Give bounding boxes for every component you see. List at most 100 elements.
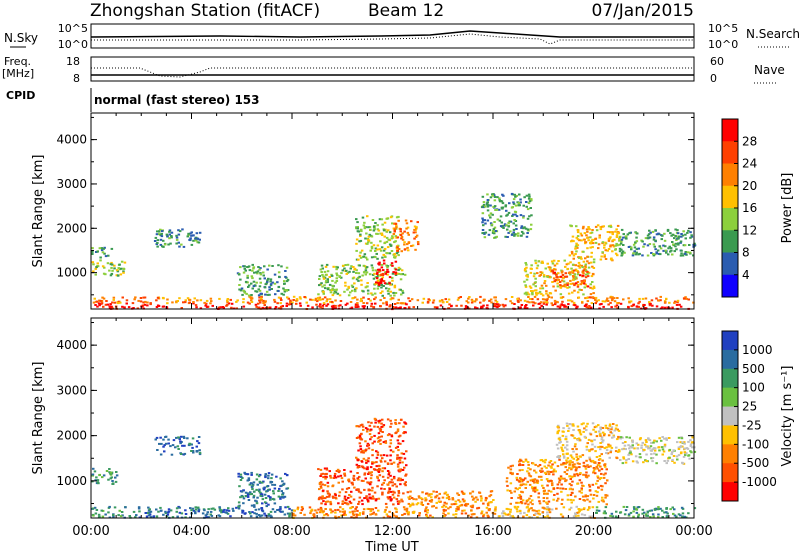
heatmap-cell — [598, 307, 601, 310]
heatmap-cell — [488, 508, 491, 510]
heatmap-cell — [137, 507, 141, 510]
heatmap-cell — [598, 303, 602, 306]
heatmap-cell — [610, 257, 613, 260]
heatmap-cell — [611, 244, 615, 247]
heatmap-cell — [325, 280, 328, 282]
heatmap-cell — [227, 302, 231, 305]
heatmap-cell — [564, 466, 567, 469]
heatmap-cell — [393, 284, 397, 287]
heatmap-cell — [667, 247, 670, 250]
heatmap-cell — [256, 270, 260, 273]
heatmap-cell — [564, 438, 568, 441]
heatmap-cell — [560, 448, 564, 451]
heatmap-cell — [362, 264, 366, 267]
heatmap-cell — [543, 465, 546, 468]
heatmap-cell — [519, 512, 522, 515]
heatmap-cell — [554, 268, 557, 271]
heatmap-cell — [366, 442, 370, 445]
heatmap-cell — [518, 477, 522, 480]
heatmap-cell — [98, 304, 101, 307]
heatmap-cell — [528, 474, 531, 477]
heatmap-cell — [607, 428, 611, 431]
heatmap-cell — [611, 296, 614, 299]
heatmap-cell — [334, 289, 338, 292]
heatmap-cell — [542, 500, 546, 503]
heatmap-cell — [544, 473, 548, 475]
heatmap-cell — [102, 474, 106, 477]
heatmap-cell — [373, 434, 376, 437]
heatmap-cell — [300, 506, 304, 509]
heatmap-cell — [416, 221, 419, 224]
heatmap-cell — [160, 235, 164, 238]
heatmap-cell — [521, 480, 524, 483]
heatmap-cell — [339, 474, 343, 477]
colorbar-segment — [722, 252, 738, 276]
heatmap-cell — [392, 233, 396, 235]
heatmap-cell — [571, 263, 575, 266]
heatmap-cell — [570, 224, 573, 227]
heatmap-cell — [670, 453, 673, 456]
heatmap-cell — [285, 289, 289, 292]
heatmap-cell — [584, 297, 587, 300]
heatmap-cell — [331, 294, 335, 297]
heatmap-cell — [519, 299, 522, 302]
heatmap-cell — [650, 453, 653, 456]
heatmap-cell — [160, 232, 163, 235]
heatmap-cell — [347, 286, 350, 289]
heatmap-cell — [594, 430, 598, 433]
heatmap-cell — [575, 250, 578, 253]
heatmap-cell — [364, 427, 368, 430]
heatmap-cell — [546, 497, 549, 500]
heatmap-cell — [586, 260, 589, 263]
heatmap-cell — [406, 243, 409, 246]
heatmap-cell — [587, 266, 591, 269]
heatmap-cell — [246, 276, 249, 279]
heatmap-cell — [552, 470, 555, 473]
heatmap-cell — [274, 293, 277, 296]
heatmap-cell — [253, 490, 256, 493]
heatmap-cell — [657, 299, 660, 302]
heatmap-cell — [284, 270, 287, 272]
heatmap-cell — [179, 440, 182, 443]
heatmap-cell — [333, 475, 337, 477]
heatmap-cell — [589, 296, 593, 299]
heatmap-cell — [454, 500, 457, 503]
heatmap-cell — [580, 488, 583, 491]
heatmap-cell — [474, 306, 477, 309]
heatmap-cell — [576, 462, 580, 465]
heatmap-cell — [461, 509, 464, 512]
heatmap-cell — [450, 503, 454, 506]
heatmap-cell — [314, 299, 317, 302]
heatmap-cell — [402, 432, 405, 435]
heatmap-cell — [407, 513, 410, 516]
heatmap-cell — [513, 233, 517, 236]
heatmap-cell — [414, 231, 417, 234]
heatmap-cell — [393, 253, 396, 255]
heatmap-cell — [334, 307, 337, 310]
heatmap-cell — [457, 494, 461, 496]
heatmap-cell — [339, 510, 342, 513]
heatmap-cell — [580, 508, 583, 511]
heatmap-cell — [556, 301, 559, 304]
heatmap-cell — [584, 465, 587, 468]
heatmap-cell — [291, 509, 294, 512]
heatmap-cell — [507, 225, 510, 228]
heatmap-cell — [374, 513, 377, 516]
heatmap-cell — [258, 514, 261, 516]
heatmap-cell — [295, 298, 299, 301]
heatmap-cell — [647, 233, 651, 236]
heatmap-cell — [628, 447, 631, 450]
heatmap-cell — [635, 240, 639, 243]
heatmap-cell — [518, 469, 522, 472]
heatmap-cell — [415, 498, 418, 501]
heatmap-cell — [252, 496, 255, 499]
heatmap-cell — [570, 300, 574, 303]
heatmap-cell — [358, 442, 362, 445]
heatmap-cell — [362, 224, 366, 227]
heatmap-cell — [674, 242, 678, 245]
heatmap-cell — [380, 232, 384, 235]
heatmap-cell — [382, 259, 386, 262]
heatmap-cell — [338, 276, 341, 278]
heatmap-cell — [659, 299, 662, 302]
x-tick-label: 20:00 — [575, 524, 612, 539]
